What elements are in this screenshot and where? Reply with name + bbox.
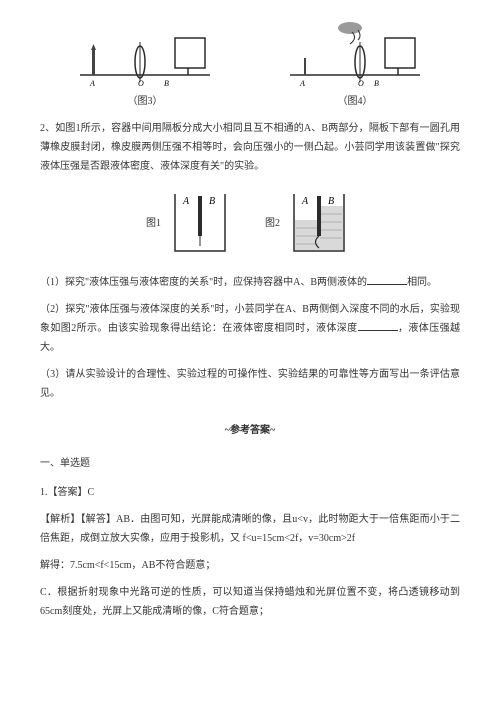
q2-p1a: （1）探究"液体压强与液体密度的关系"时，应保持容器中A、B两侧液体的 (40, 277, 367, 288)
q2-part2: （2）探究"液体压强与液体深度的关系"时，小芸同学在A、B两侧倒入深度不同的水后… (40, 300, 460, 357)
q2-part3: （3）请从实验设计的合理性、实验过程的可操作性、实验结果的可靠性等方面写出一条评… (40, 365, 460, 403)
svg-text:A: A (301, 196, 309, 207)
svg-text:B: B (328, 196, 334, 207)
answer-1: 1.【答案】C (40, 483, 460, 502)
svg-text:O: O (138, 79, 144, 88)
svg-text:O: O (358, 79, 364, 88)
figure-2-group: 图2 A B (265, 186, 354, 261)
explanation-2: 解得：7.5cm<f<15cm，AB不符合题意； (40, 556, 460, 575)
figure-1-svg: A B (165, 186, 235, 261)
figure-1-group: 图1 A B (146, 186, 235, 261)
section-label: 一、单选题 (40, 454, 460, 473)
svg-text:B: B (209, 196, 215, 207)
figure-4-caption: （图4） (280, 92, 430, 111)
container-figures: 图1 A B 图2 (40, 186, 460, 261)
figure-4-svg: A O B (280, 20, 430, 90)
svg-text:B: B (164, 79, 169, 88)
answers-header: ~参考答案~ (40, 421, 460, 440)
figure-3-svg: A O B (70, 20, 220, 90)
svg-text:A: A (182, 196, 190, 207)
figure-2-svg: A B (284, 186, 354, 261)
figure-4: A O B （图4） (280, 20, 430, 111)
explanation-3: C．根据折射现象中光路可逆的性质，可以知道当保持蜡烛和光屏位置不变，将凸透镜移动… (40, 583, 460, 621)
figure-3: A O B （图3） (70, 20, 220, 111)
svg-text:A: A (299, 79, 305, 88)
figure-1-label: 图1 (146, 214, 161, 233)
q2-p1b: 相同。 (407, 277, 437, 288)
svg-text:B: B (374, 79, 379, 88)
blank-1 (367, 274, 407, 285)
explanation-1: 【解析】【解答】AB．由图可知，光屏能成清晰的像，且u<v，此时物距大于一倍焦距… (40, 510, 460, 548)
svg-text:A: A (89, 79, 95, 88)
figure-3-caption: （图3） (70, 92, 220, 111)
q2-part1: （1）探究"液体压强与液体密度的关系"时，应保持容器中A、B两侧液体的 相同。 (40, 273, 460, 292)
blank-2 (358, 320, 398, 331)
top-figures: A O B （图3） A O B （图4） (40, 20, 460, 111)
q2-intro: 2、如图1所示，容器中间用隔板分成大小相同且互不相通的A、B两部分，隔板下部有一… (40, 119, 460, 176)
figure-2-label: 图2 (265, 214, 280, 233)
